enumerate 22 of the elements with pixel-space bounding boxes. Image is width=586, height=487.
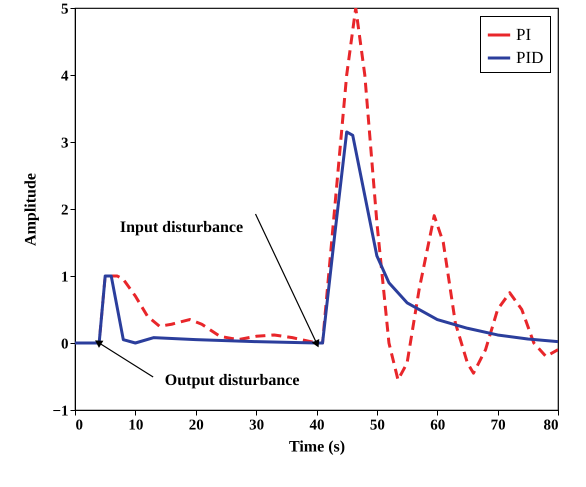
annotation: Output disturbance bbox=[164, 372, 300, 389]
x-tick-label: 10 bbox=[128, 418, 144, 434]
x-tick-label: 30 bbox=[249, 418, 264, 434]
y-tick-label: 4 bbox=[61, 68, 69, 84]
annotation: Input disturbance bbox=[120, 219, 244, 236]
y-tick-label: −1 bbox=[52, 404, 68, 420]
y-tick-label: 0 bbox=[61, 336, 68, 352]
legend-label: PID bbox=[516, 48, 544, 67]
x-tick-label: 50 bbox=[370, 418, 385, 434]
y-tick-label: 1 bbox=[61, 270, 68, 286]
legend-label: PI bbox=[516, 25, 532, 44]
x-axis-title: Time (s) bbox=[288, 438, 346, 456]
x-tick-label: 0 bbox=[76, 418, 83, 434]
x-tick-label: 60 bbox=[430, 418, 446, 434]
x-tick-label: 20 bbox=[188, 418, 204, 434]
y-axis-title: Amplitude bbox=[22, 173, 40, 246]
y-tick-label: 5 bbox=[61, 2, 68, 18]
x-tick-label: 70 bbox=[490, 418, 506, 434]
x-tick-label: 80 bbox=[544, 418, 558, 434]
y-tick-label: 2 bbox=[61, 202, 68, 218]
x-tick-label: 40 bbox=[310, 418, 324, 434]
y-tick-label: 3 bbox=[61, 136, 68, 152]
